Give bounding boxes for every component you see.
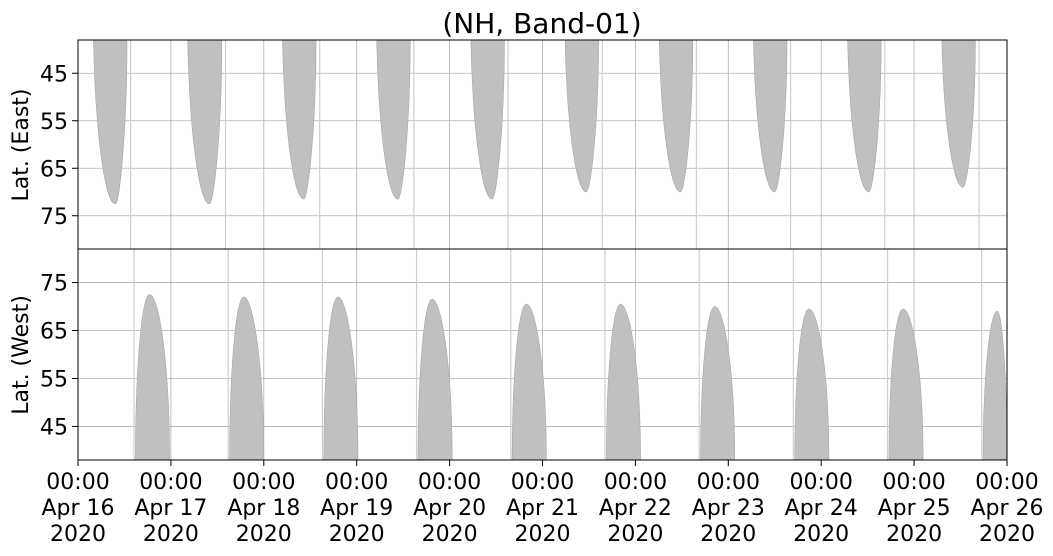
- panel-west: 45 55 65 75 Lat. (West): [9, 248, 1008, 461]
- panel-east-coverage: [93, 39, 980, 249]
- west-coverage-swath: [511, 303, 547, 461]
- east-scan-line: [319, 40, 321, 249]
- west-scan-line: [415, 249, 418, 460]
- x-tick-label: 00:00: [975, 470, 1038, 495]
- x-tick-label: 00:00: [882, 470, 945, 495]
- east-y-tick-label: 55: [40, 110, 68, 135]
- x-tick-label: 2020: [793, 522, 849, 547]
- x-tick-label: Apr 20: [413, 496, 486, 521]
- west-coverage-swath: [323, 296, 359, 461]
- x-tick-label: 2020: [329, 522, 385, 547]
- x-tick-label: 2020: [886, 522, 942, 547]
- west-scan-line: [227, 249, 229, 460]
- west-scan-line: [792, 249, 794, 460]
- x-tick-label: 2020: [422, 522, 478, 547]
- chart-title: (NH, Band-01): [442, 7, 641, 40]
- east-coverage-swath: [470, 39, 505, 200]
- west-scan-line: [133, 249, 135, 460]
- panel-east-y-ticks: 45 55 65 75: [40, 62, 78, 230]
- x-tick-label: 00:00: [139, 470, 202, 495]
- west-scan-line: [886, 249, 889, 460]
- east-coverage-swath: [282, 39, 317, 200]
- panel-west-ylabel: Lat. (West): [9, 295, 34, 415]
- west-coverage-swath: [135, 294, 170, 461]
- panel-west-y-ticks: 45 55 65 75: [40, 272, 78, 440]
- east-coverage-swath: [93, 39, 128, 205]
- x-tick-label: Apr 22: [599, 496, 672, 521]
- x-tick-label: Apr 16: [41, 496, 114, 521]
- x-tick-label: 00:00: [418, 470, 481, 495]
- west-coverage-swath: [417, 299, 453, 461]
- east-scan-line: [507, 40, 509, 249]
- east-scan-line: [130, 40, 132, 249]
- east-y-tick-label: 75: [40, 205, 68, 230]
- west-coverage-swath: [606, 303, 641, 461]
- west-coverage-swath: [700, 306, 736, 461]
- west-scan-line: [604, 249, 606, 460]
- x-tick-label: 00:00: [46, 470, 109, 495]
- x-tick-label: 2020: [515, 522, 571, 547]
- west-coverage-swath: [888, 308, 924, 461]
- west-coverage-swath: [794, 308, 830, 461]
- east-coverage-swath: [564, 39, 599, 193]
- x-tick-label: 2020: [50, 522, 106, 547]
- west-scan-line: [698, 249, 700, 460]
- panel-east-ylabel: Lat. (East): [9, 89, 34, 202]
- west-y-tick-label: 45: [40, 415, 68, 440]
- x-tick-label: Apr 21: [506, 496, 579, 521]
- x-tick-label: Apr 18: [227, 496, 300, 521]
- x-tick-label: 2020: [700, 522, 756, 547]
- west-y-tick-label: 55: [40, 367, 68, 392]
- east-scan-line: [224, 40, 227, 249]
- x-tick-label: 00:00: [789, 470, 852, 495]
- x-tick-label: 00:00: [511, 470, 574, 495]
- x-tick-label: 2020: [607, 522, 663, 547]
- x-tick-label: Apr 24: [785, 496, 858, 521]
- east-y-tick-label: 65: [40, 157, 68, 182]
- x-tick-label: 2020: [143, 522, 199, 547]
- east-scan-line: [695, 40, 698, 249]
- x-tick-label: 00:00: [232, 470, 295, 495]
- x-tick-label: Apr 26: [970, 496, 1043, 521]
- east-coverage-swath: [941, 39, 976, 188]
- west-coverage-swath: [229, 296, 265, 461]
- west-scan-line: [321, 249, 323, 460]
- east-coverage-swath: [753, 39, 788, 193]
- x-tick-label: Apr 19: [320, 496, 393, 521]
- x-tick-label: Apr 17: [134, 496, 207, 521]
- west-coverage-swath: [982, 311, 1008, 461]
- x-tick-label: 00:00: [325, 470, 388, 495]
- east-scan-line: [884, 40, 886, 249]
- x-tick-label: 00:00: [697, 470, 760, 495]
- west-scan-line: [981, 249, 983, 460]
- east-coverage-swath: [658, 39, 694, 193]
- west-y-tick-label: 75: [40, 272, 68, 297]
- x-tick-label: 2020: [236, 522, 292, 547]
- west-scan-line: [510, 249, 512, 460]
- x-tick-label: Apr 23: [692, 496, 765, 521]
- east-coverage-swath: [847, 39, 882, 193]
- east-coverage-swath: [376, 39, 411, 200]
- panel-west-coverage: [133, 249, 1008, 461]
- x-tick-label: 00:00: [604, 470, 667, 495]
- east-scan-line: [790, 40, 792, 249]
- east-y-tick-label: 45: [40, 62, 68, 87]
- east-coverage-swath: [187, 39, 223, 205]
- x-tick-label: Apr 25: [878, 496, 951, 521]
- east-scan-line: [978, 40, 980, 249]
- east-scan-line: [413, 40, 415, 249]
- west-y-tick-label: 65: [40, 320, 68, 345]
- x-tick-label: 2020: [979, 522, 1035, 547]
- east-scan-line: [601, 40, 603, 249]
- panel-east: 45 55 65 75 Lat. (East): [9, 39, 1008, 250]
